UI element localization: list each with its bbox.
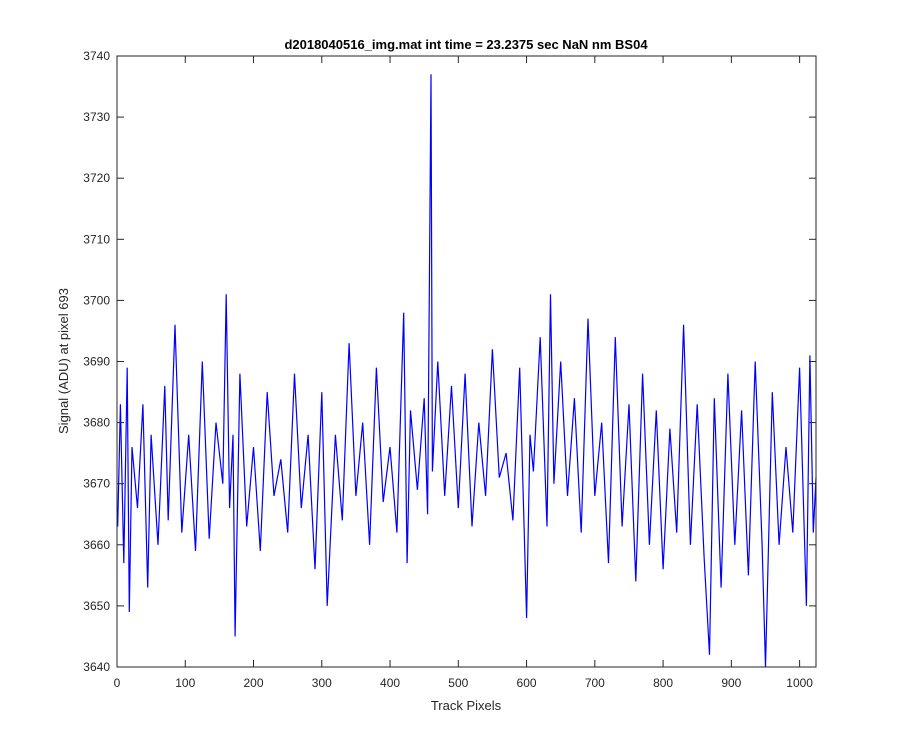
y-tick-label: 3700 (83, 293, 110, 307)
y-tick-label: 3730 (83, 110, 110, 124)
x-tick-label: 300 (312, 676, 332, 690)
y-tick-label: 3650 (83, 599, 110, 613)
y-tick-label: 3710 (83, 232, 110, 246)
y-tick-label: 3640 (83, 660, 110, 674)
x-tick-label: 700 (585, 676, 605, 690)
x-tick-label: 400 (380, 676, 400, 690)
y-tick-label: 3740 (83, 49, 110, 63)
chart-title: d2018040516_img.mat int time = 23.2375 s… (284, 37, 648, 52)
x-tick-label: 500 (448, 676, 468, 690)
x-tick-label: 800 (653, 676, 673, 690)
y-axis-label: Signal (ADU) at pixel 693 (56, 288, 71, 434)
x-tick-label: 600 (517, 676, 537, 690)
x-tick-label: 100 (175, 676, 195, 690)
y-tick-label: 3690 (83, 355, 110, 369)
y-tick-label: 3660 (83, 538, 110, 552)
plot-area (117, 56, 816, 667)
y-tick-label: 3670 (83, 477, 110, 491)
x-tick-label: 1000 (786, 676, 813, 690)
x-tick-label: 0 (114, 676, 121, 690)
signal-series-line (117, 74, 817, 668)
x-tick-label: 200 (244, 676, 264, 690)
series-layer (117, 74, 817, 668)
axis-ticks: 0 100 200 300 400 500 600 700 800 900 1000 3640 3650… (83, 49, 816, 690)
plot-frame (116, 55, 817, 668)
y-tick-label: 3720 (83, 171, 110, 185)
x-axis-label: Track Pixels (431, 698, 502, 713)
x-tick-label: 900 (721, 676, 741, 690)
y-tick-label: 3680 (83, 416, 110, 430)
